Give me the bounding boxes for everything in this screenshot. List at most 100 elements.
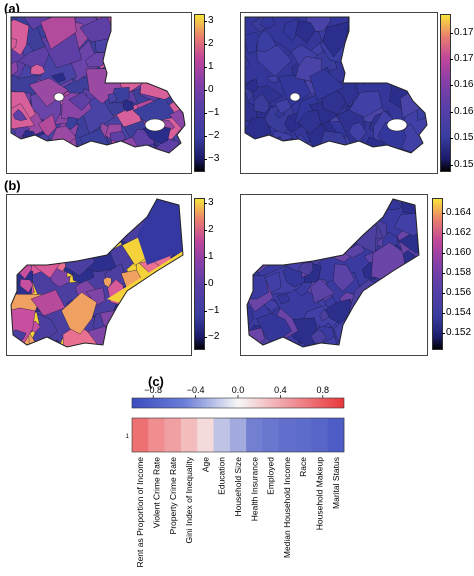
census-tract — [139, 317, 156, 331]
census-tract — [394, 17, 427, 33]
census-tract — [371, 320, 400, 347]
colorbar-tick-label: −1 — [208, 304, 220, 316]
census-tract — [366, 17, 399, 41]
map-a-right — [240, 12, 438, 174]
map-b-right — [240, 194, 428, 356]
census-tract — [319, 308, 330, 322]
census-tract — [30, 64, 46, 75]
heatmap-column-label: Marital Status — [331, 457, 341, 509]
census-tract — [406, 17, 427, 30]
census-tract — [373, 343, 395, 347]
census-tract — [340, 325, 363, 347]
census-tract — [321, 144, 351, 153]
census-tract — [383, 43, 418, 90]
census-tract — [38, 199, 75, 224]
census-tract — [391, 53, 423, 83]
census-tract — [170, 17, 185, 48]
census-tract — [424, 52, 427, 85]
census-tract — [11, 38, 17, 51]
census-tract — [112, 304, 142, 333]
census-tract — [379, 161, 391, 172]
census-tract — [169, 17, 185, 34]
census-tract — [107, 92, 118, 104]
heatmap-cell — [180, 418, 198, 452]
census-tract — [247, 211, 261, 221]
census-tract — [326, 199, 359, 223]
colorbar-tick-label: 3 — [208, 197, 214, 209]
census-tract — [172, 18, 181, 30]
census-tract — [145, 275, 178, 311]
census-tract — [245, 142, 275, 153]
census-tract — [25, 226, 45, 240]
census-tract — [147, 286, 183, 323]
colorbar-tick-mark — [450, 138, 453, 140]
heatmap-cell — [132, 418, 149, 452]
census-tract — [378, 333, 408, 347]
census-tract — [157, 58, 177, 85]
census-tract — [247, 199, 255, 213]
census-tract — [30, 350, 42, 355]
census-tract — [158, 299, 180, 333]
census-tract — [373, 313, 392, 339]
colorbar-tick-label: 0.175 — [454, 26, 474, 38]
census-tract — [31, 222, 62, 251]
heatmap-frame — [131, 417, 345, 453]
heatmap-column-label: Age — [200, 457, 210, 472]
census-tract — [326, 239, 343, 258]
census-tract — [384, 26, 394, 42]
colorbar-tick-label: 0.164 — [446, 207, 472, 218]
heatmap-column-label: Median Household Income — [282, 457, 292, 558]
census-tract — [151, 283, 165, 293]
colorbar-tick-mark — [204, 135, 207, 137]
colorbar-tick-label: 0 — [208, 277, 214, 289]
heatmap-column-label: Household Makeup — [315, 457, 325, 531]
heatmap-cell — [278, 418, 296, 452]
census-tract — [34, 158, 53, 173]
colorbar-tick-label: 0.160 — [446, 247, 472, 258]
census-tract — [28, 154, 44, 173]
census-tract — [154, 269, 178, 296]
heatmap-cell — [311, 418, 328, 452]
census-tract — [170, 84, 182, 96]
census-tract — [282, 18, 300, 42]
census-tract — [115, 33, 139, 61]
census-tract — [285, 199, 314, 213]
census-tract — [297, 261, 314, 277]
census-tract — [121, 24, 161, 58]
colorbar-tick-mark — [204, 337, 207, 339]
colorbar-tick-mark — [450, 164, 453, 166]
census-tract — [354, 40, 372, 53]
census-tract — [294, 160, 314, 173]
scale-tick-label: 0.0 — [232, 385, 245, 395]
census-tract — [51, 72, 66, 83]
heatmap-column-label: Violent Crime Rate — [151, 457, 161, 528]
heatmap-cell — [262, 418, 280, 452]
census-tract — [306, 152, 331, 153]
census-tract — [257, 29, 277, 53]
heatmap-column-label: Education — [217, 457, 227, 495]
census-tract — [11, 17, 19, 22]
colorbar-tick-mark — [204, 256, 207, 258]
census-tract — [29, 154, 53, 171]
census-tract — [36, 236, 51, 251]
census-tract — [363, 17, 379, 24]
census-tract — [347, 304, 377, 333]
census-tract — [393, 300, 419, 329]
census-tract — [143, 147, 158, 153]
census-tract — [385, 149, 422, 153]
census-tract — [349, 41, 381, 70]
census-tract — [421, 296, 427, 307]
census-tract — [399, 305, 419, 329]
census-tract — [297, 110, 322, 135]
colorbar-tick-mark — [450, 111, 453, 113]
heatmap-column-label: Rent as Proportion of Income — [135, 457, 145, 568]
census-tract — [176, 33, 185, 66]
colorbar-tick-label: 2 — [208, 224, 214, 236]
census-tract — [98, 222, 110, 235]
colorbar-tick-label: 0.156 — [446, 287, 472, 298]
census-tract — [145, 279, 156, 290]
census-tract — [86, 199, 119, 229]
census-tract — [172, 47, 185, 85]
census-tract — [363, 341, 380, 347]
census-tract — [346, 41, 368, 72]
